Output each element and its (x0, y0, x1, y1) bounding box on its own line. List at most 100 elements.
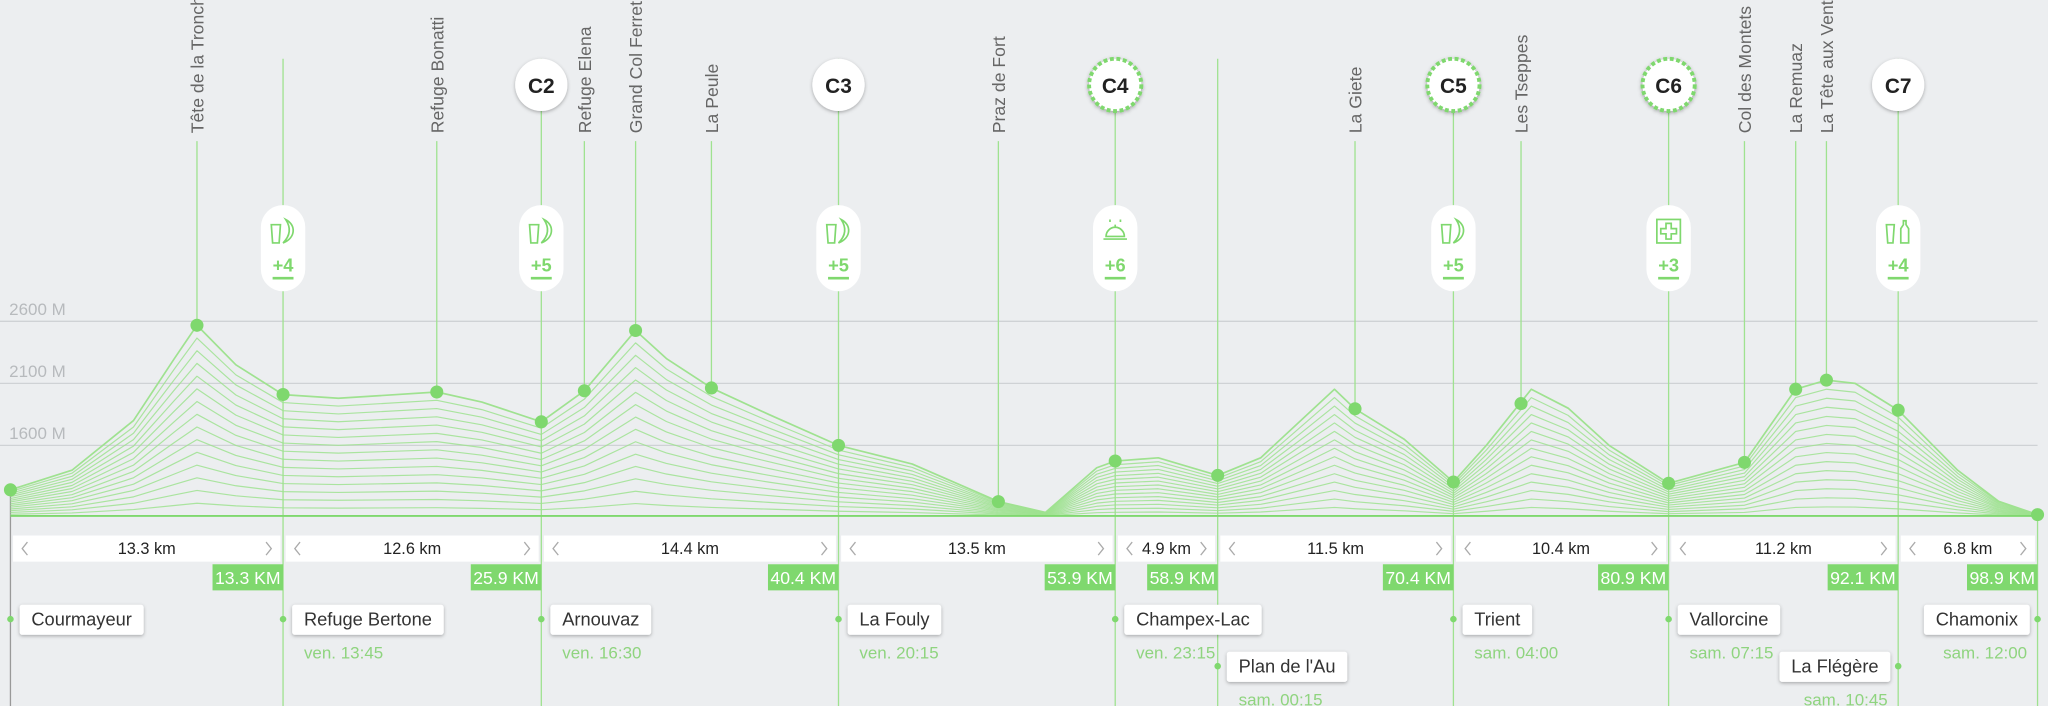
station-dot (1894, 662, 1902, 670)
icon-banana (282, 217, 295, 244)
service-icon (1656, 218, 1682, 244)
station-time: ven. 23:15 (1136, 643, 1215, 662)
checkpoint-label: C5 (1440, 75, 1467, 98)
station-name: Chamonix (1936, 609, 2018, 630)
service-count: +5 (531, 255, 552, 276)
station-marker (1891, 403, 1905, 417)
peak-marker (629, 323, 643, 338)
km-box (767, 564, 839, 591)
checkpoint-label: C3 (825, 75, 852, 98)
station-dot (1111, 615, 1119, 623)
station-name: Trient (1474, 609, 1520, 630)
checkpoint-label: C4 (1102, 75, 1129, 98)
icon-cup (528, 223, 540, 244)
checkpoint-badge (515, 58, 568, 112)
chevron-left (1909, 541, 1916, 556)
chevron-left (849, 541, 856, 556)
icon-cup (270, 223, 282, 244)
segment-label: 6.8 km (1943, 540, 1992, 558)
km-box (1382, 564, 1454, 591)
segment-bar (1220, 535, 1451, 562)
peak-label: La Giete (1346, 66, 1366, 133)
station-time: sam. 04:00 (1474, 643, 1558, 662)
chevron-right (1200, 541, 1207, 556)
station-box (847, 604, 942, 635)
peak-marker (577, 384, 591, 398)
profile-layer (10, 350, 2038, 516)
segment-bar (1671, 535, 1896, 562)
station-marker (1108, 454, 1122, 468)
peak-label: Col des Montets (1735, 6, 1755, 134)
station-marker (2031, 508, 2045, 522)
km-label: 58.9 KM (1150, 568, 1216, 588)
icon-cup (1440, 223, 1452, 244)
station-marker (1446, 475, 1460, 489)
profile-layer (10, 477, 2038, 517)
km-box (1827, 564, 1899, 591)
segment-label: 13.3 km (118, 540, 176, 558)
station-box (1124, 604, 1262, 635)
station-marker (1211, 468, 1225, 482)
service-icon (1103, 219, 1127, 240)
station-box (550, 604, 652, 635)
profile-layer (10, 439, 2038, 516)
chevron-right (523, 541, 531, 556)
chevron-left (21, 541, 28, 556)
station-name: Vallorcine (1690, 609, 1769, 630)
checkpoint-badge (1640, 56, 1697, 113)
profile-layer (10, 502, 2038, 517)
km-box (1967, 564, 2038, 591)
profile-layer (10, 375, 2038, 516)
icon-cup (825, 223, 837, 244)
service-count: +3 (1658, 255, 1679, 276)
y-tick-label: 1600 M (9, 424, 66, 443)
segment-label: 14.4 km (661, 540, 719, 558)
checkpoint-badge (1872, 58, 1925, 112)
chevron-right (1880, 541, 1888, 556)
profile-layer (10, 413, 2038, 516)
peak-marker (1348, 402, 1362, 416)
chevron-right (1097, 541, 1105, 556)
segment-bar (1900, 535, 2035, 562)
station-time: sam. 07:15 (1690, 643, 1774, 662)
segment-bar (543, 535, 836, 562)
service-icon (528, 217, 553, 244)
segment-bar (13, 535, 281, 562)
chevron-left (293, 541, 301, 556)
service-pill (1093, 205, 1138, 292)
icon-box (1656, 218, 1682, 244)
service-icon (1885, 219, 1910, 244)
station-name: Arnouvaz (562, 609, 639, 630)
km-label: 98.9 KM (1969, 568, 2035, 588)
station-box (1779, 651, 1891, 682)
station-dot (538, 615, 545, 623)
station-dot (7, 615, 14, 623)
chevron-left (1228, 541, 1236, 556)
station-time: sam. 10:45 (1804, 690, 1888, 706)
peak-marker (430, 385, 444, 399)
station-name: Courmayeur (31, 609, 132, 630)
segment-label: 11.5 km (1307, 540, 1364, 558)
profile-layer (10, 362, 2038, 516)
profile-layer (10, 489, 2038, 517)
station-box (19, 604, 144, 635)
chevron-left (1679, 541, 1687, 556)
checkpoint-badge (812, 58, 865, 112)
km-label: 70.4 KM (1385, 568, 1451, 588)
km-box (470, 564, 542, 591)
chevron-right (2020, 541, 2027, 556)
station-dot (1665, 615, 1672, 623)
y-tick-label: 2100 M (9, 362, 66, 381)
checkpoint-label: C6 (1655, 75, 1682, 98)
service-count: +6 (1105, 255, 1126, 276)
profile-line (10, 324, 2038, 516)
station-marker (3, 483, 17, 497)
peak-marker (1789, 382, 1803, 396)
station-time: ven. 16:30 (562, 643, 641, 662)
peak-marker (1514, 397, 1528, 411)
service-icon (1440, 217, 1465, 244)
station-dot (835, 615, 842, 623)
station-marker (1662, 476, 1676, 490)
